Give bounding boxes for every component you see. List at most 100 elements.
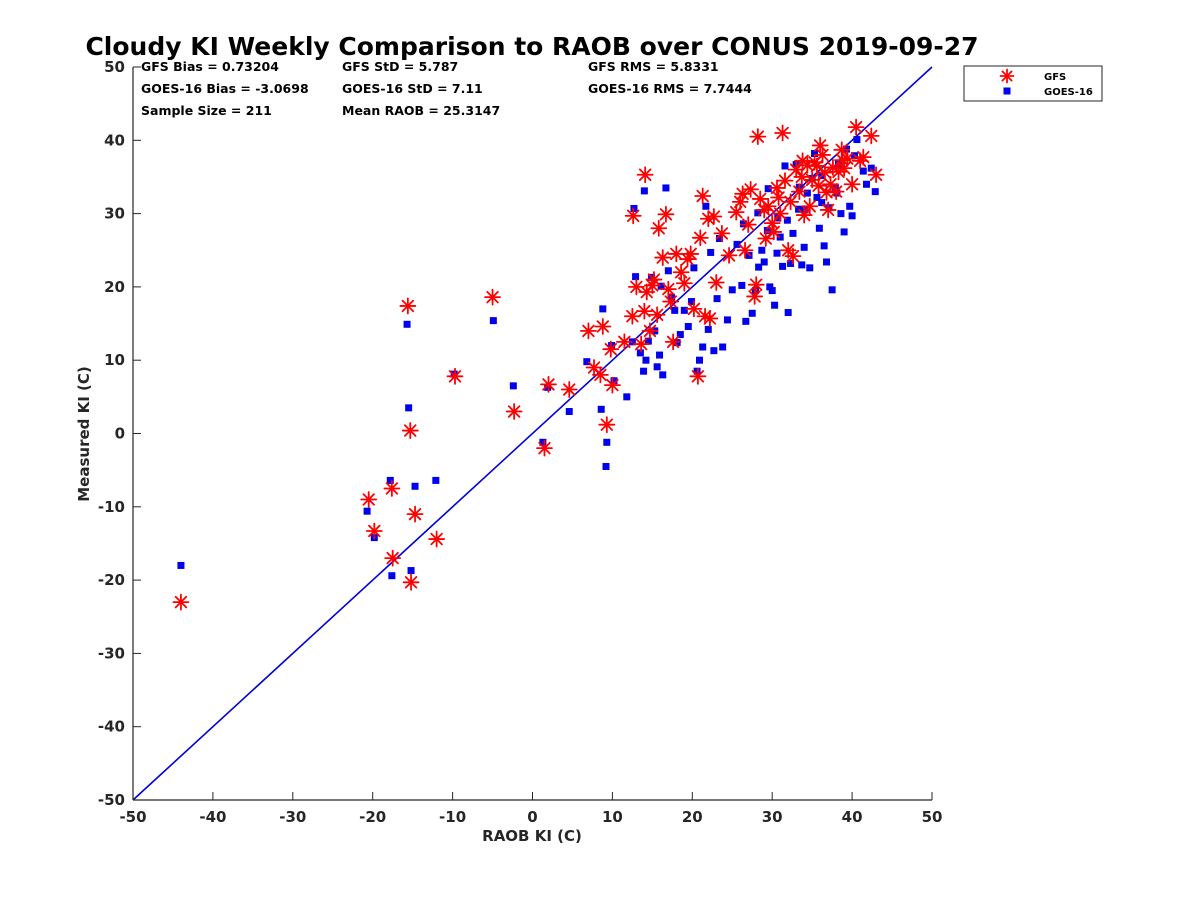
goes-point [748,309,756,317]
gfs-point [604,376,621,394]
goes-point [623,393,631,401]
gfs-point [446,367,464,385]
x-axis-label: RAOB KI (C) [482,827,582,845]
goes-point [704,325,712,333]
goes-point [871,188,879,196]
goes-point [758,246,766,254]
x-tick-label: 10 [602,808,623,826]
gfs-point [399,297,417,315]
stat-goes-std: GOES-16 StD = 7.11 [342,81,483,96]
gfs-point [790,183,808,201]
goes-point [867,164,875,172]
gfs-point [818,183,835,201]
y-tick-label: 30 [104,205,125,223]
goes-point [363,507,371,515]
gfs-point [739,216,757,233]
gfs-point [867,166,885,184]
goes-point [715,235,723,243]
goes-point [800,243,808,251]
gfs-point [801,197,819,215]
gfs-point [383,480,401,497]
y-tick-label: 0 [115,425,125,443]
goes-point [820,242,828,250]
gfs-point [560,381,578,398]
goes-point [405,404,413,412]
goes-point [760,258,768,266]
gfs-point [685,300,703,318]
goes-point [738,281,746,289]
x-tick-label: 40 [842,808,863,826]
goes-point [713,295,721,303]
x-tick-label: 20 [682,808,703,826]
x-tick-label: 0 [527,808,537,826]
legend-asterisk-icon [999,68,1015,84]
gfs-point [659,280,677,298]
goes-point [636,349,644,357]
goes-point [806,264,814,272]
gfs-point [667,245,685,263]
gfs-point [592,366,609,384]
goes-point [828,286,836,294]
goes-point [690,264,698,272]
goes-point [659,371,667,379]
goes-point [640,367,648,375]
gfs-point [406,505,424,523]
gfs-point [664,333,682,351]
x-tick-label: -20 [359,808,386,826]
goes-point [565,408,573,416]
gfs-point [623,307,641,325]
goes-point [728,286,736,294]
goes-point [644,337,652,345]
goes-point [733,240,741,248]
gfs-point [862,127,880,145]
legend: GFS GOES-16 [963,65,1103,102]
goes-point [754,209,762,217]
gfs-point [365,522,383,540]
goes-point [766,283,774,291]
x-tick-label: -10 [439,808,466,826]
gfs-point [402,573,420,591]
goes-point [710,347,718,355]
goes-point [599,305,607,313]
gfs-point [765,223,783,241]
goes-point [671,306,679,314]
y-tick-label: -40 [98,718,125,736]
goes-point [783,216,791,224]
goes-point [597,405,605,413]
gfs-point [675,274,693,292]
goes-point [776,233,784,241]
x-tick-label: 30 [762,808,783,826]
goes-point [813,193,821,201]
goes-point [853,136,861,144]
goes-point [411,482,419,490]
gfs-point [854,148,872,166]
goes-point [432,476,440,484]
gfs-point [757,230,775,247]
y-tick-label: -50 [98,791,125,809]
gfs-point [662,293,680,310]
goes-point [684,322,692,330]
gfs-point [602,340,620,358]
gfs-point [705,208,723,225]
gfs-point [360,491,378,508]
goes-point [688,298,696,306]
goes-point [723,316,731,324]
x-tick-label: -50 [119,808,146,826]
gfs-point [771,205,789,223]
gfs-point [401,422,419,439]
goes-point [662,184,670,192]
statistics-panel: GFS Bias = 0.73204 GFS StD = 5.787 GFS R… [141,59,752,118]
goes-point [695,356,703,364]
stat-gfs-bias: GFS Bias = 0.73204 [141,59,279,74]
gfs-point [843,175,861,193]
gfs-point [784,247,802,265]
gfs-point [657,205,675,223]
legend-goes-marker [1003,87,1011,95]
gfs-point [811,137,829,154]
gfs-point [694,187,712,205]
gfs-point [794,152,811,170]
goes-point [763,226,771,234]
y-ticks: 50 40 30 20 10 0 -10 -20 -30 -40 -50 [98,58,141,809]
gfs-point [540,375,557,393]
goes-point [656,351,664,359]
